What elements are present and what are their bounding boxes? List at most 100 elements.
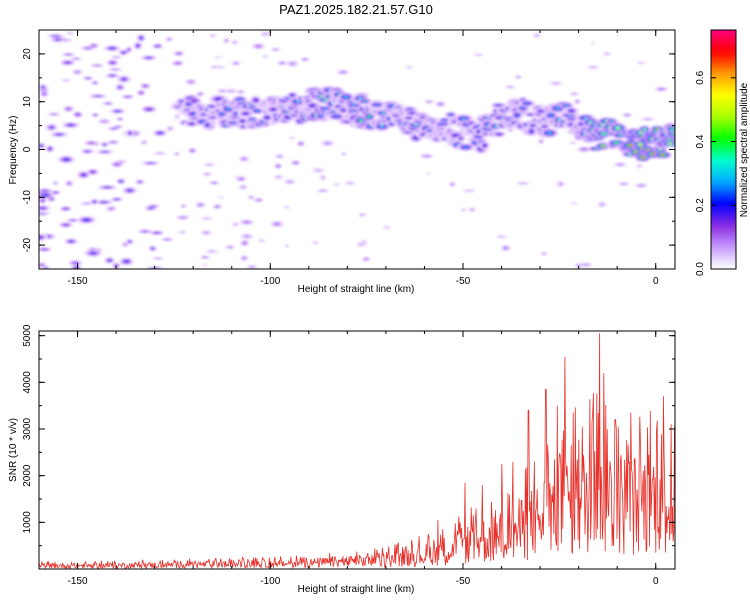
spectrogram-cell bbox=[93, 114, 97, 116]
spectrogram-cell bbox=[176, 115, 178, 118]
spectrogram-cell bbox=[461, 117, 466, 120]
spectrogram-cell bbox=[335, 183, 339, 186]
spectrogram-cell bbox=[119, 118, 122, 120]
spectrogram-cell bbox=[351, 104, 357, 107]
spectrogram-cell bbox=[362, 100, 367, 103]
spectrogram-cell bbox=[95, 95, 101, 97]
spectrogram-cell bbox=[239, 178, 243, 180]
spectrogram-cell bbox=[108, 259, 111, 262]
spectrogram-cell bbox=[154, 232, 160, 234]
spectrogram-cell bbox=[74, 58, 79, 60]
spectrogram-cell bbox=[102, 120, 107, 123]
spectrogram-cell bbox=[191, 112, 197, 115]
spectrogram-cell bbox=[265, 116, 269, 119]
spectrogram-cell bbox=[88, 142, 94, 144]
spectrogram-cell bbox=[476, 135, 481, 138]
spectrogram-cell bbox=[547, 131, 552, 135]
spectrogram-texture bbox=[39, 31, 675, 269]
snr-panel: -150 -100 -50 0 1000 2000 3000 4000 5000 Height … bbox=[8, 324, 676, 595]
spectrogram-cell bbox=[323, 99, 328, 101]
spectrogram-cell bbox=[206, 124, 209, 126]
spectrogram-cell bbox=[543, 253, 546, 255]
spectrogram-cell bbox=[115, 110, 120, 112]
spectrogram-cell bbox=[122, 78, 126, 81]
spectrogram-cell bbox=[86, 77, 90, 79]
spectrogram-cell bbox=[659, 88, 664, 90]
spectrogram-cell bbox=[242, 157, 247, 160]
spectrogram-cell bbox=[463, 146, 468, 149]
spectrogram-cell bbox=[633, 151, 638, 153]
spectrogram-cell bbox=[427, 101, 431, 103]
spectrogram-cell bbox=[342, 153, 345, 155]
spectrogram-cell bbox=[84, 218, 89, 221]
spectrogram-x-tick-label: -100 bbox=[260, 276, 280, 287]
spectrogram-cell bbox=[617, 163, 623, 166]
spectrogram-cell bbox=[581, 148, 587, 151]
spectrogram-cell bbox=[93, 82, 97, 84]
spectrogram-blobs bbox=[39, 31, 675, 269]
spectrogram-cell bbox=[203, 256, 207, 258]
spectrogram-cell bbox=[48, 147, 52, 150]
spectrogram-cell bbox=[207, 164, 212, 166]
spectrogram-cell bbox=[285, 245, 289, 247]
spectrogram-cell bbox=[243, 242, 247, 245]
spectrogram-cell bbox=[157, 152, 163, 154]
spectrogram-cell bbox=[367, 115, 371, 118]
spectrogram-cell bbox=[407, 117, 412, 119]
spectrogram-cell bbox=[66, 54, 71, 55]
spectrogram-cell bbox=[234, 62, 238, 64]
spectrogram-cell bbox=[257, 123, 261, 126]
spectrogram-cell bbox=[483, 144, 487, 147]
spectrogram-y-tick-label: 10 bbox=[22, 96, 33, 108]
spectrogram-cell bbox=[593, 148, 599, 150]
spectrogram-cell bbox=[638, 165, 641, 167]
spectrogram-cell bbox=[285, 116, 290, 119]
spectrogram-cell bbox=[325, 142, 330, 145]
spectrogram-cell bbox=[424, 155, 430, 157]
spectrogram-cell bbox=[576, 100, 579, 103]
spectrogram-cell bbox=[215, 57, 221, 58]
colorbar-tick-label: 0.6 bbox=[695, 70, 706, 84]
spectrogram-cell bbox=[273, 48, 278, 51]
spectrogram-cell bbox=[85, 47, 91, 49]
spectrogram-cell bbox=[287, 180, 292, 183]
spectrogram-cell bbox=[40, 264, 44, 266]
spectrogram-cell bbox=[379, 124, 385, 128]
spectrogram-cell bbox=[142, 141, 146, 144]
spectrogram-cell bbox=[299, 142, 303, 145]
spectrogram-cell bbox=[313, 241, 317, 244]
spectrogram-cell bbox=[93, 201, 96, 203]
spectrogram-cell bbox=[276, 176, 281, 178]
spectrogram-cell bbox=[239, 91, 243, 93]
spectrogram-cell bbox=[259, 239, 264, 242]
spectrogram-cell bbox=[63, 224, 69, 226]
spectrogram-cell bbox=[384, 226, 389, 229]
spectrogram-cell bbox=[151, 247, 154, 250]
spectrogram-cell bbox=[69, 240, 73, 243]
spectrogram-cell bbox=[601, 145, 605, 148]
spectrogram-cell bbox=[42, 93, 46, 95]
figure-title: PAZ1.2025.182.21.57.G10 bbox=[279, 2, 433, 17]
spectrogram-cell bbox=[146, 108, 152, 111]
spectrogram-cell bbox=[524, 102, 530, 105]
spectrogram-cell bbox=[319, 114, 322, 117]
spectrogram-cell bbox=[68, 33, 72, 34]
spectrogram-cell bbox=[90, 170, 95, 173]
spectrogram-cell bbox=[555, 107, 560, 110]
spectrogram-cell bbox=[110, 75, 115, 77]
spectrogram-cell bbox=[82, 173, 86, 176]
spectrogram-cell bbox=[542, 125, 547, 128]
spectrogram-cell bbox=[614, 141, 619, 144]
spectrogram-cell bbox=[66, 107, 71, 110]
spectrogram-cell bbox=[102, 151, 108, 153]
spectrogram-cell bbox=[122, 51, 125, 54]
spectrogram-plot-area bbox=[39, 30, 675, 269]
snr-frame bbox=[38, 330, 676, 570]
spectrogram-cell bbox=[257, 199, 261, 201]
spectrogram-cell bbox=[205, 173, 209, 175]
spectrogram-cell bbox=[218, 196, 224, 198]
spectrogram-cell bbox=[249, 266, 255, 268]
spectrogram-cell bbox=[124, 260, 129, 263]
spectrogram-cell bbox=[41, 86, 45, 88]
